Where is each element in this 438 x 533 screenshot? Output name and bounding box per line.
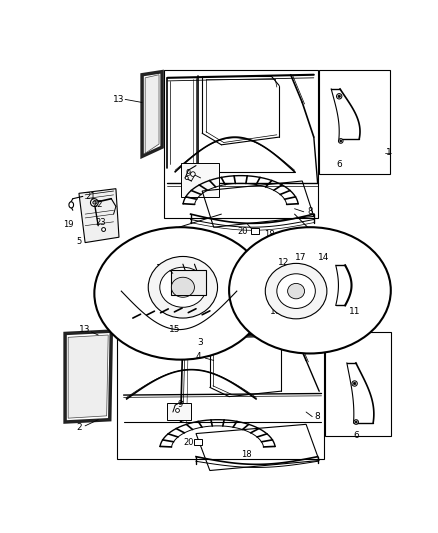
Polygon shape <box>65 331 111 422</box>
Ellipse shape <box>185 176 188 180</box>
Text: 16: 16 <box>156 264 168 273</box>
Text: 22: 22 <box>93 199 103 208</box>
Ellipse shape <box>69 202 74 208</box>
Text: 20: 20 <box>238 227 248 236</box>
Bar <box>325 332 391 436</box>
Bar <box>117 329 324 459</box>
Ellipse shape <box>265 263 327 319</box>
Text: 14: 14 <box>318 254 329 262</box>
Text: 13: 13 <box>79 325 91 334</box>
Ellipse shape <box>102 228 106 231</box>
Ellipse shape <box>229 227 391 353</box>
Ellipse shape <box>355 421 357 423</box>
Text: 9: 9 <box>186 169 191 178</box>
Bar <box>251 228 259 234</box>
Ellipse shape <box>176 408 180 413</box>
Text: 6: 6 <box>336 159 342 168</box>
Text: 18: 18 <box>265 230 275 239</box>
Polygon shape <box>142 71 162 156</box>
Text: 13: 13 <box>113 95 125 104</box>
Text: 2: 2 <box>76 423 82 432</box>
Ellipse shape <box>148 256 218 318</box>
Ellipse shape <box>338 95 340 98</box>
Ellipse shape <box>353 382 356 385</box>
Text: 4: 4 <box>195 352 201 361</box>
Text: 5: 5 <box>76 237 81 246</box>
Text: 6: 6 <box>353 431 359 440</box>
Text: 15: 15 <box>170 325 181 334</box>
Text: 10: 10 <box>270 308 282 317</box>
Text: 12: 12 <box>278 258 290 267</box>
Ellipse shape <box>171 277 194 297</box>
Ellipse shape <box>160 267 206 308</box>
Text: 11: 11 <box>349 308 360 317</box>
Text: 9: 9 <box>178 400 183 409</box>
Ellipse shape <box>339 139 343 143</box>
Text: 18: 18 <box>241 450 252 459</box>
Bar <box>164 70 318 218</box>
Text: 21: 21 <box>85 192 95 201</box>
Text: 8: 8 <box>315 412 321 421</box>
Text: 8: 8 <box>307 207 313 216</box>
Ellipse shape <box>91 199 98 206</box>
Ellipse shape <box>277 274 315 309</box>
Bar <box>180 163 219 197</box>
Text: 20: 20 <box>183 438 194 447</box>
Bar <box>194 439 202 445</box>
Polygon shape <box>79 189 119 243</box>
Bar <box>167 403 191 419</box>
Ellipse shape <box>93 201 96 204</box>
Text: 19: 19 <box>63 220 74 229</box>
Polygon shape <box>145 75 159 154</box>
Text: 3: 3 <box>198 338 204 347</box>
Bar <box>319 70 390 174</box>
Bar <box>171 270 206 295</box>
Ellipse shape <box>191 172 195 176</box>
Ellipse shape <box>352 381 357 386</box>
Text: 23: 23 <box>96 218 106 227</box>
Ellipse shape <box>340 140 342 142</box>
Ellipse shape <box>94 227 267 360</box>
Ellipse shape <box>288 284 304 299</box>
Ellipse shape <box>336 94 342 99</box>
Text: 1: 1 <box>385 148 392 157</box>
Text: 17: 17 <box>295 254 307 262</box>
Polygon shape <box>68 335 108 418</box>
Ellipse shape <box>354 419 358 424</box>
